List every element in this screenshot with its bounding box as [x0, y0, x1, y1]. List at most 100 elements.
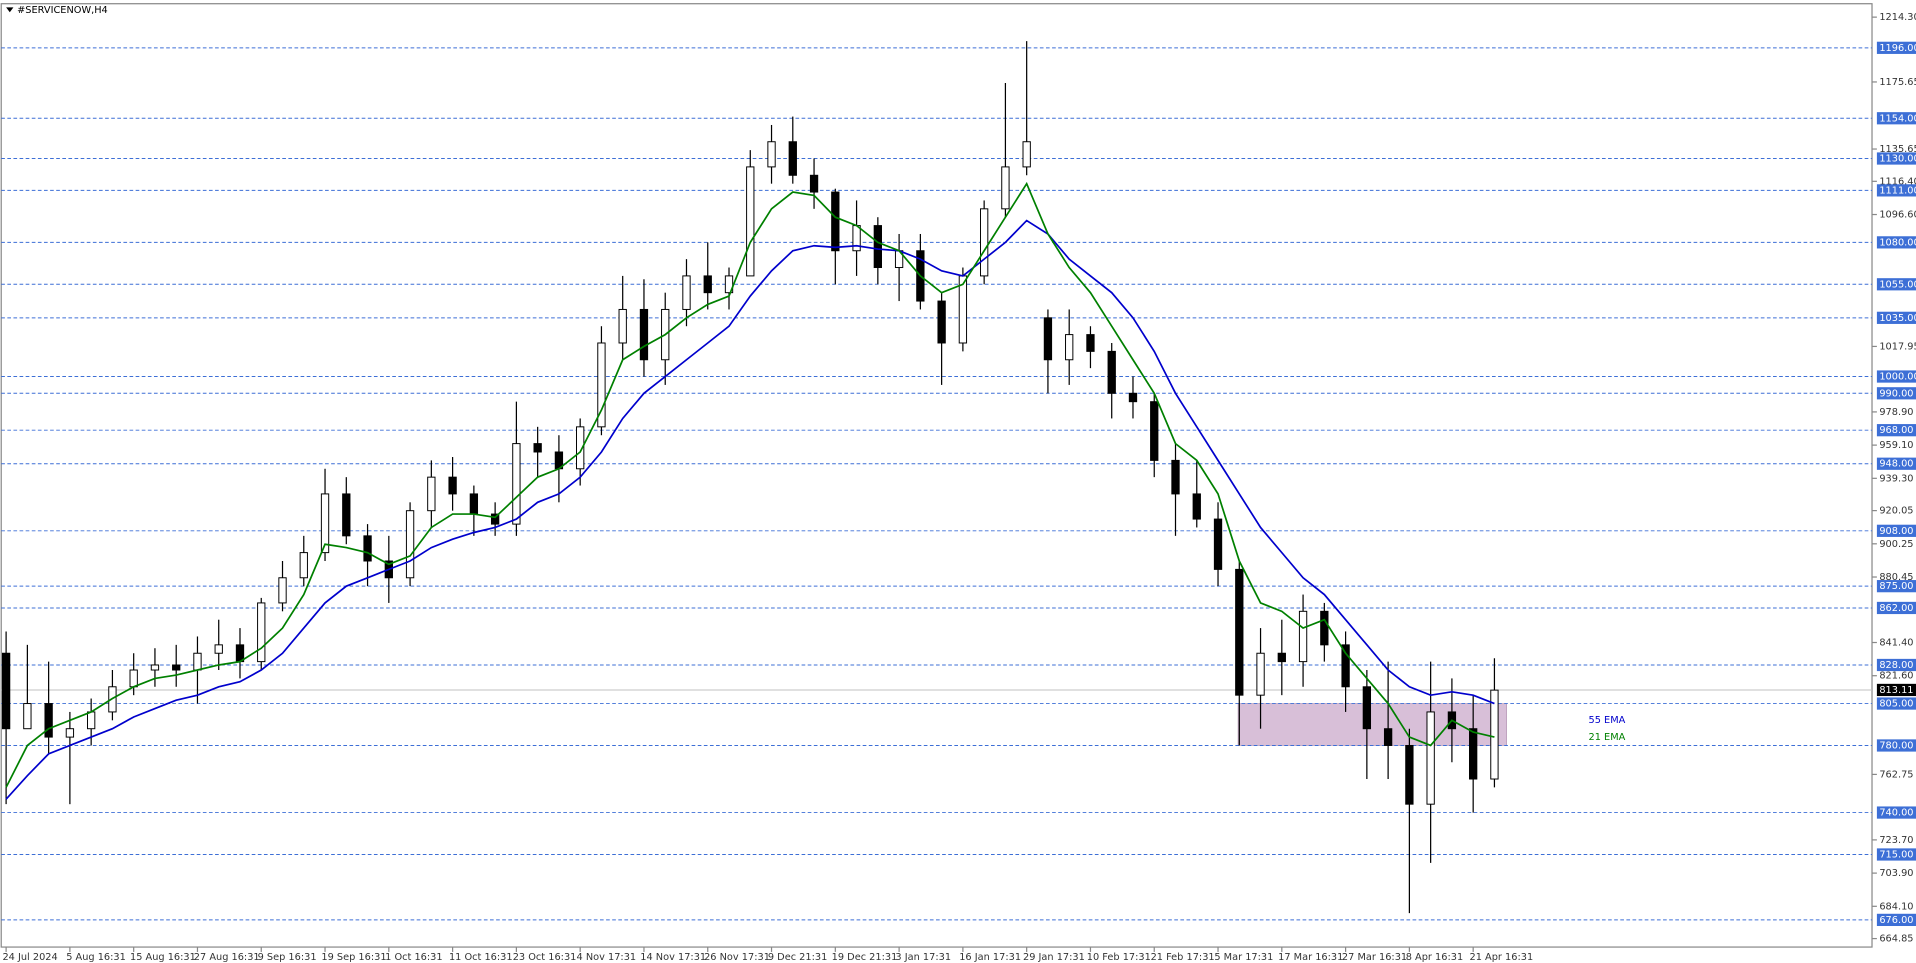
candle-body: [873, 225, 882, 269]
candle-body: [979, 208, 989, 277]
level-label-box: [1876, 697, 1916, 710]
level-label-box: [1876, 913, 1916, 927]
level-label: 968.00: [1879, 425, 1913, 436]
x-tick-label: 11 Oct 16:31: [449, 952, 513, 963]
candle-body: [65, 728, 75, 738]
x-tick-label: 10 Feb 17:31: [1087, 952, 1151, 963]
candle-body: [23, 703, 32, 730]
candle-body: [448, 476, 457, 495]
y-tick-label: 762.75: [1879, 769, 1913, 780]
zone: [1237, 703, 1507, 746]
x-tick-label: 9 Dec 21:31: [768, 952, 827, 963]
candle-body: [788, 141, 797, 176]
candle-body: [1001, 166, 1010, 210]
ema-line: [5, 219, 1495, 800]
candle-body: [1426, 711, 1435, 805]
chart-title: #SERVICENOW,H4: [17, 5, 108, 16]
x-tick-label: 19 Sep 16:31: [321, 952, 386, 963]
y-tick-label: 1214.30: [1879, 12, 1916, 23]
level-label: 828.00: [1879, 660, 1913, 671]
level-label: 805.00: [1879, 699, 1913, 710]
y-tick-label: 900.25: [1879, 539, 1913, 550]
candle-body: [320, 493, 330, 554]
level-label-box: [1876, 112, 1916, 125]
level-label: 990.00: [1879, 388, 1913, 399]
x-tick-label: 21 Apr 16:31: [1470, 952, 1534, 963]
level-label: 676.00: [1879, 915, 1913, 926]
candle-body: [767, 141, 776, 168]
plot-frame: [0, 3, 1873, 948]
y-tick-label: 1096.60: [1879, 210, 1916, 221]
candle-body: [257, 602, 266, 663]
level-label: 1130.00: [1879, 154, 1916, 165]
candle-body: [533, 443, 542, 453]
level-label-box: [1876, 41, 1916, 54]
candle-body: [427, 476, 436, 512]
x-tick-label: 27 Mar 16:31: [1342, 952, 1407, 963]
x-tick-label: 21 Feb 17:31: [1151, 952, 1215, 963]
x-tick-label: 19 Dec 21:31: [832, 952, 898, 963]
candle-body: [129, 669, 138, 688]
level-label: 1000.00: [1879, 372, 1916, 383]
candle-body: [512, 443, 521, 525]
title-icon: [6, 7, 14, 13]
candle-body: [278, 577, 287, 604]
candle-body: [1107, 350, 1116, 394]
candle-body: [469, 493, 479, 515]
candle-body: [1383, 728, 1393, 746]
level-label: 908.00: [1879, 526, 1913, 537]
candle-body: [746, 166, 755, 277]
y-tick-label: 841.40: [1879, 638, 1913, 649]
x-tick-label: 17 Mar 16:31: [1278, 952, 1343, 963]
candle-body: [809, 174, 819, 193]
candle-body: [1192, 493, 1201, 520]
level-label-box: [1876, 236, 1916, 249]
x-tick-label: 15 Aug 16:31: [130, 952, 196, 963]
level-label: 1035.00: [1879, 313, 1916, 324]
candle-body: [1298, 610, 1308, 663]
y-tick-label: 978.90: [1879, 407, 1913, 418]
candle-body: [618, 308, 627, 344]
level-label: 780.00: [1879, 740, 1913, 751]
level-label: 740.00: [1879, 808, 1913, 819]
level-label-box: [1876, 387, 1916, 400]
candle-body: [193, 652, 202, 671]
candle-body: [87, 711, 96, 730]
level-label: 1080.00: [1879, 237, 1916, 248]
x-tick-label: 27 Aug 16:31: [194, 952, 260, 963]
level-label-box: [1876, 184, 1916, 197]
y-tick-label: 880.45: [1879, 572, 1913, 583]
candle-body: [1469, 728, 1478, 780]
candle-body: [1022, 141, 1031, 168]
candle-body: [724, 275, 734, 294]
x-tick-label: 5 Mar 17:31: [1214, 952, 1273, 963]
level-label: 948.00: [1879, 459, 1913, 470]
x-tick-label: 16 Jan 17:31: [959, 952, 1021, 963]
y-tick-label: 920.05: [1879, 506, 1913, 517]
level-label-box: [1876, 370, 1916, 383]
y-tick-label: 821.60: [1879, 671, 1913, 682]
candle-body: [214, 644, 223, 654]
candle-body: [1171, 459, 1180, 495]
y-tick-label: 1135.65: [1879, 144, 1916, 155]
level-label-box: [1876, 457, 1916, 470]
candle-body: [1277, 652, 1286, 663]
candle-body: [490, 513, 500, 525]
candle-body: [363, 535, 372, 562]
x-tick-label: 8 Apr 16:31: [1406, 952, 1463, 963]
candle-body: [1065, 334, 1074, 361]
x-tick-label: 5 Aug 16:31: [66, 952, 126, 963]
legend-label: 55 EMA: [1589, 715, 1626, 726]
candle-body: [1128, 392, 1138, 403]
candle-body: [937, 300, 946, 344]
level-label-box: [1876, 658, 1916, 672]
y-tick-label: 684.10: [1879, 901, 1913, 912]
candle-body: [682, 275, 691, 310]
candle-body: [1150, 401, 1159, 461]
candle-body: [1256, 652, 1265, 696]
candle-body: [299, 552, 308, 579]
level-label: 1154.00: [1879, 113, 1916, 124]
candle-body: [405, 510, 415, 579]
candle-body: [1405, 744, 1414, 805]
